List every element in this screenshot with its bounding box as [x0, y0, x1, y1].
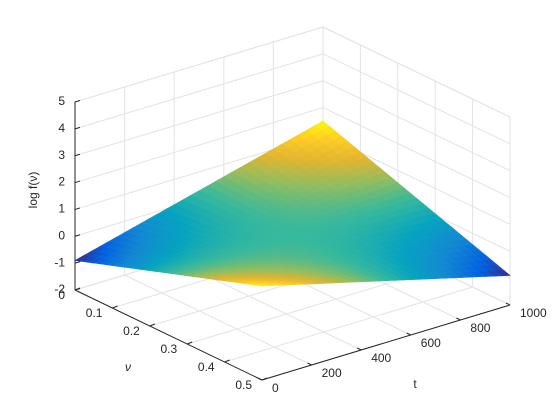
grid-line	[124, 274, 312, 366]
tick-mark	[224, 359, 230, 363]
tick-mark	[74, 100, 81, 103]
z-tick-label: 3	[58, 148, 65, 162]
y-tick-label: 0.4	[198, 360, 215, 374]
tick-mark	[307, 362, 312, 366]
grid-line	[74, 80, 324, 157]
y-tick-label: 0	[58, 288, 65, 302]
tick-mark	[74, 180, 81, 184]
axis-line	[74, 289, 263, 381]
axes: -2 -1 0 1 2 3 4 5 0 200 400 600 800 1000 0 0.1 0.2 0.3 0.4…	[54, 94, 547, 395]
grid-line	[74, 107, 324, 184]
grid-line	[322, 53, 511, 145]
surface-patch	[255, 284, 271, 287]
box-edge	[322, 26, 511, 118]
y-tick-label: 0.3	[161, 342, 178, 356]
y-tick-label: 0.5	[235, 378, 252, 392]
tick-mark	[74, 153, 81, 157]
tick-mark	[505, 302, 511, 306]
tick-mark	[187, 341, 193, 345]
tick-mark	[149, 323, 155, 327]
tick-mark	[356, 347, 362, 351]
z-tick-label: 4	[58, 121, 65, 135]
z-tick-label: 0	[58, 228, 65, 242]
x-tick-label: 400	[371, 351, 391, 365]
axis-line	[261, 304, 511, 381]
tick-mark	[74, 234, 81, 237]
tick-mark	[74, 207, 81, 210]
grid-line	[322, 80, 511, 172]
y-tick-label: 0.1	[86, 306, 103, 320]
tick-mark	[456, 317, 461, 321]
tick-mark	[74, 287, 81, 291]
z-tick-label: -2	[54, 282, 65, 296]
grid-line	[187, 268, 436, 345]
x-tick-label: 800	[470, 321, 490, 335]
x-tick-label: 600	[421, 336, 441, 350]
tick-mark	[112, 305, 118, 309]
grid-line	[224, 286, 473, 363]
tick-mark	[74, 126, 81, 130]
x-tick-label: 0	[272, 381, 279, 395]
box-edge	[74, 26, 324, 103]
grid-line	[322, 107, 511, 199]
tick-mark	[406, 332, 412, 336]
tick-mark	[257, 377, 263, 381]
z-tick-label: -1	[54, 255, 65, 269]
x-tick-label: 200	[322, 366, 342, 380]
y-tick-label: 0.2	[123, 324, 140, 338]
z-tick-label: 2	[58, 175, 65, 189]
z-tick-label: 1	[58, 202, 65, 216]
z-tick-label: 5	[58, 94, 65, 108]
surface	[74, 120, 511, 287]
grid-line	[74, 53, 324, 130]
tick-mark	[74, 261, 81, 264]
y-axis-label: ν	[125, 360, 131, 374]
tick-mark	[261, 377, 268, 381]
z-axis-label: log f(ν)	[26, 172, 40, 209]
x-axis-label: t	[413, 377, 417, 391]
x-tick-label: 1000	[520, 306, 547, 320]
